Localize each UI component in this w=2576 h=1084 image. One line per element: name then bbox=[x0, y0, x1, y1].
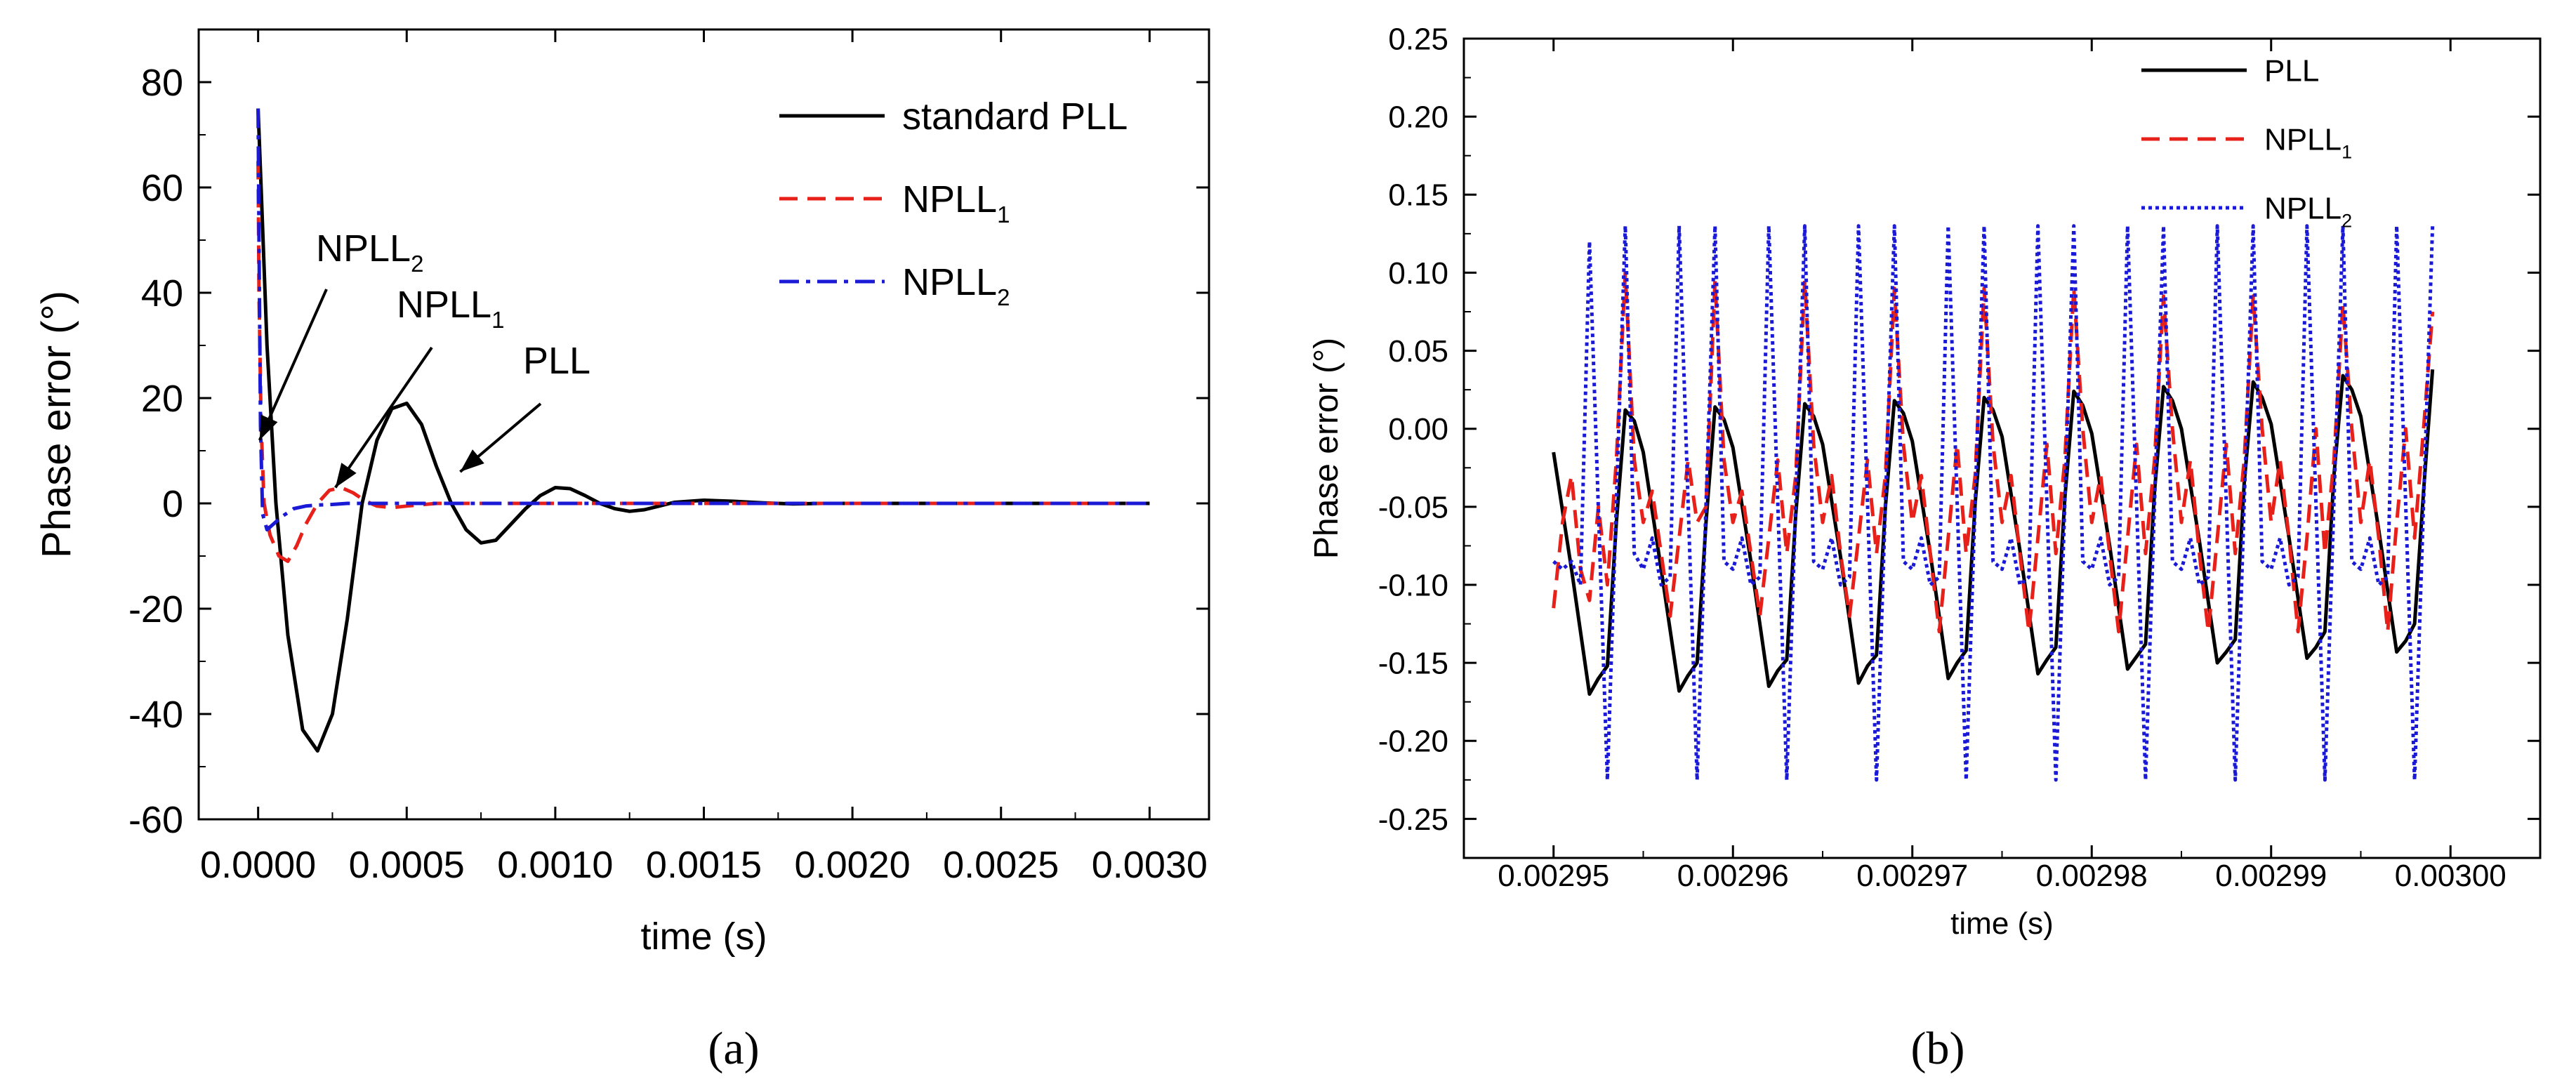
y-tick-label: -40 bbox=[128, 694, 183, 736]
x-tick-label: 0.00295 bbox=[1498, 859, 1609, 893]
y-tick-label: 0.10 bbox=[1388, 256, 1448, 291]
plot-frame bbox=[1462, 37, 2542, 859]
series-line-pll bbox=[1552, 369, 2435, 696]
legend-label: NPLL2 bbox=[2264, 191, 2352, 231]
annotation-arrowhead bbox=[335, 463, 357, 488]
legend: standard PLL NPLL1 NPLL2 bbox=[779, 95, 1128, 310]
y-tick-label: 60 bbox=[141, 167, 183, 209]
annotation-label: NPLL1 bbox=[397, 284, 504, 333]
x-tick-label: 0.00297 bbox=[1856, 859, 1968, 893]
series-line-npll2 bbox=[256, 108, 1150, 531]
legend-label: PLL bbox=[2264, 53, 2319, 88]
plot-frame bbox=[197, 28, 1210, 821]
y-tick-label: 0.25 bbox=[1388, 22, 1448, 56]
y-tick-label: -0.10 bbox=[1378, 568, 1448, 602]
legend: PLL NPLL1 NPLL2 bbox=[2141, 53, 2352, 231]
y-tick-label: 0.20 bbox=[1388, 100, 1448, 135]
series-line-npll1 bbox=[1552, 270, 2435, 634]
panel-label: (b) bbox=[1911, 1023, 1965, 1074]
y-tick-label: 80 bbox=[141, 62, 183, 104]
chart-panel-a: 0.0000 0.0005 0.0010 0.0015 0.0020 0.0025 0.00… bbox=[34, 28, 1210, 1074]
x-tick-label: 0.0010 bbox=[497, 844, 613, 886]
y-tick-label: -60 bbox=[128, 799, 183, 841]
x-tick-label: 0.0015 bbox=[646, 844, 762, 886]
x-axis-label: time (s) bbox=[1950, 906, 2054, 941]
series-group bbox=[1552, 224, 2435, 782]
y-tick-label: 0.05 bbox=[1388, 334, 1448, 369]
x-tick-label: 0.00296 bbox=[1677, 859, 1789, 893]
y-tick-label: -0.05 bbox=[1378, 490, 1448, 524]
y-tick-label: -0.25 bbox=[1378, 802, 1448, 837]
legend-label: NPLL1 bbox=[902, 178, 1010, 227]
x-tick-label: 0.0000 bbox=[200, 844, 316, 886]
annotation-arrowhead bbox=[259, 414, 278, 440]
annotations: NPLL2 NPLL1 PLL bbox=[258, 227, 590, 489]
annotation-label: PLL bbox=[523, 340, 590, 382]
x-tick-label: 0.0030 bbox=[1092, 844, 1208, 886]
y-axis-label: Phase error (°) bbox=[34, 291, 79, 558]
legend-label: NPLL1 bbox=[2264, 122, 2352, 162]
x-tick-label: 0.0020 bbox=[795, 844, 911, 886]
y-tick-label: -0.20 bbox=[1378, 725, 1448, 759]
x-tick-label: 0.00298 bbox=[2036, 859, 2148, 893]
annotation-label: NPLL2 bbox=[316, 227, 423, 277]
x-axis-label: time (s) bbox=[641, 916, 767, 958]
y-tick-label: 40 bbox=[141, 272, 183, 315]
y-tick-label: 20 bbox=[141, 378, 183, 420]
legend-label: standard PLL bbox=[902, 95, 1128, 138]
y-tick-label: 0.00 bbox=[1388, 412, 1448, 447]
chart-panel-b: 0.00295 0.00296 0.00297 0.00298 0.00299 0.003… bbox=[1308, 22, 2542, 1074]
annotation-arrow bbox=[258, 289, 328, 441]
x-tick-label: 0.0005 bbox=[349, 844, 465, 886]
series-line-standard-pll bbox=[256, 108, 1150, 753]
x-tick-label: 0.00299 bbox=[2215, 859, 2327, 893]
x-tick-label: 0.0025 bbox=[943, 844, 1059, 886]
x-tick-label: 0.00300 bbox=[2395, 859, 2506, 893]
annotation-arrow bbox=[334, 346, 433, 489]
series-group bbox=[256, 108, 1150, 753]
legend-label: NPLL2 bbox=[902, 261, 1010, 310]
annotation-arrowhead bbox=[460, 449, 484, 472]
panel-label: (a) bbox=[708, 1023, 759, 1074]
y-axis-label: Phase error (°) bbox=[1308, 338, 1345, 559]
y-tick-label: 0 bbox=[162, 483, 183, 525]
y-tick-label: 0.15 bbox=[1388, 178, 1448, 213]
series-line-npll2 bbox=[1552, 224, 2435, 782]
y-tick-label: -20 bbox=[128, 588, 183, 630]
y-tick-label: -0.15 bbox=[1378, 647, 1448, 681]
